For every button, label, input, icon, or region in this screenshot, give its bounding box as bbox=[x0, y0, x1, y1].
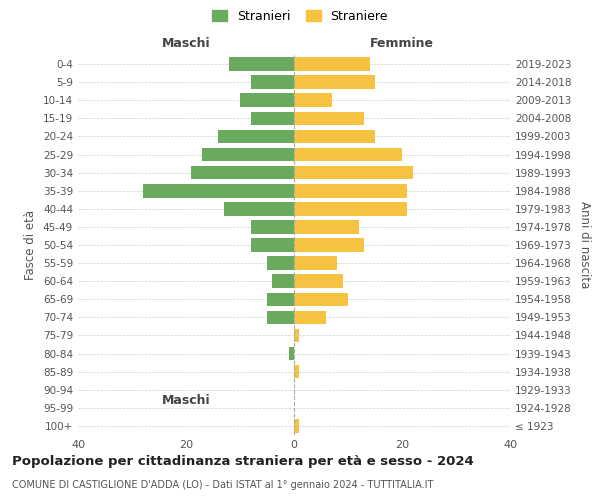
Bar bbox=[251, 238, 294, 252]
Bar bbox=[272, 274, 294, 288]
Bar bbox=[294, 310, 326, 324]
Bar bbox=[251, 220, 294, 234]
Legend: Stranieri, Straniere: Stranieri, Straniere bbox=[208, 6, 392, 26]
Bar bbox=[294, 76, 375, 89]
Bar bbox=[251, 112, 294, 125]
Bar bbox=[218, 130, 294, 143]
Text: COMUNE DI CASTIGLIONE D'ADDA (LO) - Dati ISTAT al 1° gennaio 2024 - TUTTITALIA.I: COMUNE DI CASTIGLIONE D'ADDA (LO) - Dati… bbox=[12, 480, 433, 490]
Bar bbox=[294, 292, 348, 306]
Bar bbox=[294, 130, 375, 143]
Bar bbox=[294, 94, 332, 107]
Bar bbox=[224, 202, 294, 215]
Bar bbox=[191, 166, 294, 179]
Bar bbox=[294, 148, 402, 162]
Bar bbox=[251, 76, 294, 89]
Bar bbox=[294, 365, 299, 378]
Bar bbox=[202, 148, 294, 162]
Bar bbox=[294, 202, 407, 215]
Bar bbox=[294, 419, 299, 432]
Text: Popolazione per cittadinanza straniera per età e sesso - 2024: Popolazione per cittadinanza straniera p… bbox=[12, 455, 474, 468]
Bar bbox=[143, 184, 294, 198]
Bar bbox=[294, 58, 370, 71]
Bar bbox=[229, 58, 294, 71]
Bar bbox=[294, 184, 407, 198]
Y-axis label: Anni di nascita: Anni di nascita bbox=[578, 202, 591, 288]
Y-axis label: Fasce di età: Fasce di età bbox=[25, 210, 37, 280]
Bar bbox=[294, 274, 343, 288]
Bar bbox=[294, 220, 359, 234]
Bar bbox=[294, 256, 337, 270]
Text: Femmine: Femmine bbox=[370, 37, 434, 50]
Bar bbox=[267, 310, 294, 324]
Text: Maschi: Maschi bbox=[161, 37, 211, 50]
Text: Maschi: Maschi bbox=[161, 394, 211, 407]
Bar bbox=[294, 166, 413, 179]
Bar bbox=[289, 347, 294, 360]
Bar bbox=[267, 292, 294, 306]
Bar bbox=[294, 328, 299, 342]
Bar bbox=[294, 238, 364, 252]
Bar bbox=[294, 112, 364, 125]
Bar bbox=[240, 94, 294, 107]
Bar bbox=[267, 256, 294, 270]
